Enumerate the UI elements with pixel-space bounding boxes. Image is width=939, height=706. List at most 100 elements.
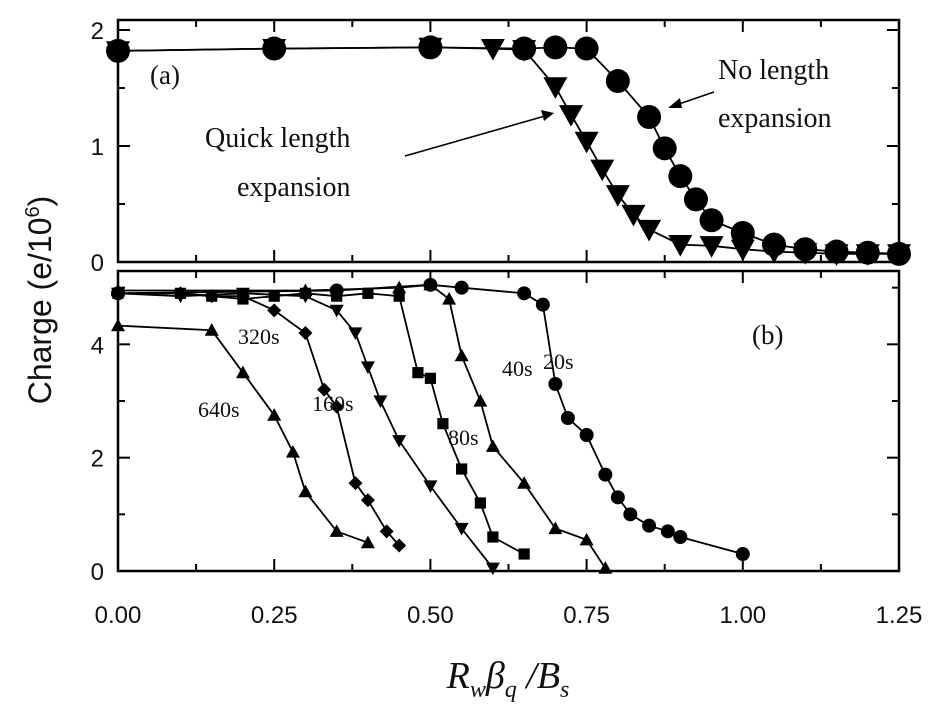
data-point-triangle-down — [621, 204, 646, 227]
data-point-triangle-down — [543, 77, 568, 99]
series-label-40s: 40s — [502, 356, 533, 381]
data-point-triangle-down — [793, 243, 818, 265]
series-line — [117, 292, 494, 569]
data-point-triangle-up — [285, 445, 300, 458]
data-point-triangle-down — [637, 219, 662, 242]
annotation-arrow-no-expansion — [668, 91, 715, 108]
data-point-triangle-down — [480, 38, 505, 61]
data-point-circle — [543, 35, 568, 60]
data-point-circle — [699, 208, 724, 233]
x-tick-label: 1.25 — [876, 602, 923, 629]
data-point-square — [487, 531, 499, 543]
series-label-80s: 80s — [448, 425, 479, 450]
data-point-circle — [598, 467, 613, 482]
data-point-triangle-down — [855, 244, 880, 266]
series-40s — [111, 277, 613, 574]
data-point-circle — [683, 187, 708, 212]
y-axis-title-close: ) — [22, 196, 58, 207]
data-point-triangle-down — [590, 159, 615, 182]
data-point-diamond — [392, 538, 407, 553]
series-80s — [112, 287, 530, 560]
data-point-triangle-down — [605, 185, 630, 207]
y-tick-label: 2 — [91, 18, 104, 45]
data-point-circle — [548, 377, 563, 391]
data-point-square — [437, 418, 449, 430]
data-point-circle — [623, 507, 638, 522]
data-point-triangle-down — [262, 38, 287, 61]
series-label-20s: 20s — [543, 349, 574, 374]
series-line — [118, 283, 607, 569]
series-line — [117, 283, 744, 555]
data-point-triangle-up — [454, 348, 469, 362]
series-line — [117, 324, 369, 544]
data-point-square — [237, 293, 249, 305]
series-20s — [111, 277, 750, 561]
panel-a-label: (a) — [150, 60, 180, 90]
data-point-diamond — [298, 326, 313, 340]
x-axis-title-beta: β — [485, 655, 505, 697]
y-tick-label: 1 — [91, 134, 104, 161]
x-axis-title-q-sub: q — [505, 677, 517, 703]
data-point-triangle-down — [668, 235, 693, 257]
data-point-circle — [668, 164, 693, 189]
y-tick-label: 4 — [91, 332, 104, 359]
data-point-triangle-up — [579, 532, 594, 546]
data-point-square — [412, 367, 424, 379]
data-point-triangle-down — [329, 304, 344, 318]
x-axis-title-slash-b: /B — [517, 655, 560, 697]
data-series: 640s 320s 160s 80s 40s 20s — [106, 35, 911, 576]
data-point-triangle-up — [442, 292, 457, 305]
data-point-triangle-up — [360, 535, 375, 549]
data-point-circle — [423, 277, 438, 292]
data-point-square — [456, 463, 468, 475]
data-point-triangle-down — [360, 361, 375, 374]
data-point-circle — [454, 280, 469, 295]
x-axis-title: Rwβq /Bs — [446, 655, 570, 703]
data-point-square — [268, 290, 280, 302]
data-point-circle — [535, 297, 550, 312]
data-point-circle — [574, 36, 599, 61]
annotation-arrow-quick-expansion — [404, 110, 554, 157]
x-tick-label: 0.75 — [563, 602, 610, 629]
series-panel-a-triangle-down — [106, 37, 911, 266]
data-point-triangle-down — [887, 244, 911, 266]
data-point-triangle-down — [824, 244, 849, 266]
data-point-circle — [610, 490, 625, 505]
data-point-triangle-down — [348, 327, 363, 340]
x-tick-label: 0.25 — [251, 602, 298, 629]
y-tick-label: 0 — [91, 250, 104, 277]
data-point-triangle-down — [699, 236, 724, 258]
data-point-square — [424, 372, 436, 384]
x-axis-title-w-sub: w — [470, 677, 486, 703]
data-point-diamond — [317, 382, 332, 397]
x-axis-title-r: R — [446, 655, 470, 697]
annotation-no-expansion-line1: No length — [718, 55, 829, 86]
data-point-circle — [517, 286, 532, 301]
data-point-square — [362, 287, 374, 299]
data-point-triangle-down — [418, 37, 443, 60]
data-point-diamond — [267, 303, 282, 318]
data-point-triangle-up — [111, 318, 125, 332]
data-point-triangle-down — [558, 105, 583, 127]
annotation-no-expansion-line2: expansion — [718, 103, 832, 134]
data-point-diamond — [348, 476, 363, 491]
data-point-circle — [560, 411, 575, 425]
y-axis-title-main: Charge (e/10 — [22, 218, 58, 405]
data-point-circle — [642, 518, 657, 533]
data-point-square — [474, 497, 486, 509]
data-point-triangle-down — [762, 241, 787, 264]
data-point-triangle-up — [267, 408, 282, 421]
series-640s — [111, 318, 375, 549]
data-point-triangle-up — [548, 521, 563, 535]
data-point-circle — [605, 69, 630, 94]
data-point-triangle-down — [730, 239, 755, 262]
series-label-160s: 160s — [312, 391, 354, 416]
data-point-square — [393, 290, 405, 302]
data-point-triangle-up — [517, 476, 532, 489]
panel-b-label: (b) — [752, 320, 783, 350]
y-tick-label: 2 — [91, 446, 104, 473]
annotation-quick-line2: expansion — [237, 172, 351, 203]
data-point-triangle-up — [235, 365, 250, 379]
data-point-triangle-up — [598, 561, 613, 574]
